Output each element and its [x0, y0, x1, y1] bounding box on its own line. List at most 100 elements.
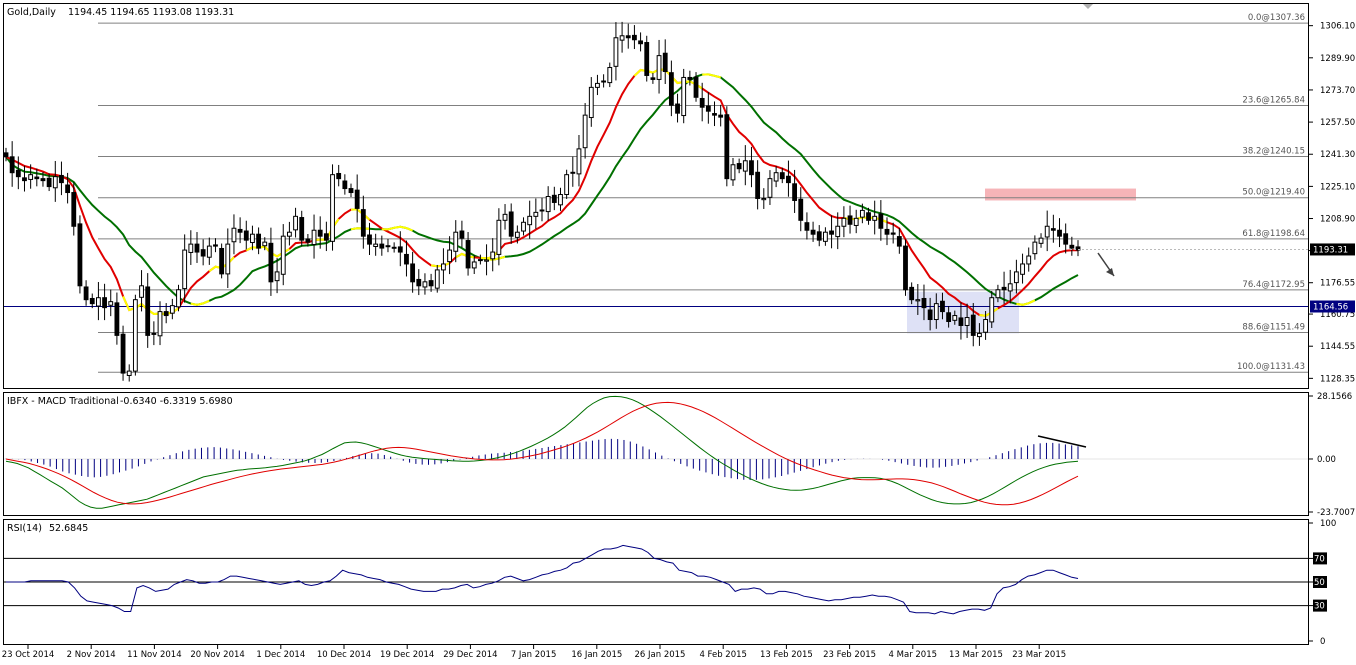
- candle-bear: [940, 300, 945, 313]
- fib-label: 0.0@1307.36: [1248, 13, 1305, 23]
- candle-bear: [342, 180, 348, 190]
- candle-bull: [502, 213, 508, 221]
- candle-bear: [662, 52, 668, 72]
- candle-bear: [878, 213, 884, 229]
- time-tick-label: 26 Jan 2015: [635, 650, 686, 660]
- price-tick-label: 1257.50: [1320, 118, 1355, 128]
- time-tick-label: 1 Dec 2014: [256, 650, 305, 660]
- candle-bear: [71, 192, 77, 227]
- candle-bull: [983, 319, 988, 333]
- ma-fast-turn-highlight: [270, 248, 290, 258]
- candle-bear: [256, 233, 262, 249]
- time-tick-label: 13 Feb 2015: [760, 650, 813, 660]
- ma-slow-turn-highlight: [190, 299, 210, 306]
- ma-fast-turn-highlight: [350, 208, 371, 221]
- candle-bear: [163, 311, 169, 317]
- fib-label: 61.8@1198.64: [1242, 229, 1305, 239]
- candle-bear: [958, 317, 964, 326]
- candle-bear: [299, 217, 305, 241]
- candle-bear: [397, 246, 403, 253]
- current-price-badge: [1310, 243, 1355, 256]
- candle-bear: [668, 72, 674, 106]
- candle-bear: [348, 188, 354, 194]
- candle-bear: [9, 156, 15, 174]
- candle-bear: [712, 113, 717, 116]
- candle-bear: [798, 198, 804, 221]
- candle-bear: [77, 223, 83, 287]
- ma-fast-turn-highlight: [480, 249, 500, 260]
- candle-bull: [280, 235, 286, 275]
- macd-tick-label: 0.00: [1317, 455, 1336, 465]
- candle-bear: [317, 229, 323, 237]
- candle-bear: [40, 178, 46, 182]
- ma-fast-turn-highlight: [159, 307, 180, 316]
- candle-bear: [194, 243, 200, 253]
- candle-bull: [761, 197, 767, 201]
- candle-bear: [243, 230, 249, 241]
- candle-bear: [792, 183, 798, 201]
- candle-bear: [508, 211, 514, 237]
- candle-bear: [213, 244, 218, 247]
- ma-fast-turn-highlight: [320, 218, 340, 241]
- candle-bull: [274, 271, 280, 282]
- candle-bull: [176, 289, 181, 308]
- candle-bear: [477, 259, 483, 262]
- candle-bull: [330, 174, 335, 242]
- candle-bull: [619, 35, 625, 41]
- candle-bull: [311, 229, 317, 246]
- macd-signal-line: [5, 401, 1079, 506]
- scroll-marker-icon[interactable]: [1083, 4, 1093, 9]
- candle-bear: [921, 297, 927, 309]
- fib-label: 50.0@1219.40: [1242, 188, 1305, 198]
- ma-slow-turn-highlight: [393, 225, 413, 232]
- candle-bull: [613, 37, 619, 67]
- time-tick-label: 19 Dec 2014: [380, 650, 434, 660]
- rsi-tick-label: 30: [1314, 602, 1325, 612]
- rsi-level-badge: [1313, 599, 1327, 612]
- candle-bull: [225, 243, 231, 275]
- time-tick-label: 29 Dec 2014: [443, 650, 497, 660]
- rsi-tick-label: 100: [1320, 519, 1336, 529]
- time-tick-label: 16 Jan 2015: [571, 650, 622, 660]
- candle-bear: [145, 286, 151, 336]
- candle-bull: [182, 249, 188, 290]
- candle-bear: [200, 249, 206, 257]
- time-tick-label: 7 Jan 2015: [511, 650, 557, 660]
- ma-fast-turn-highlight: [652, 68, 673, 77]
- candle-bull: [484, 259, 489, 262]
- candle-bear: [779, 172, 785, 180]
- candle-bear: [693, 76, 699, 98]
- candle-bear: [601, 80, 607, 83]
- candle-bear: [755, 171, 761, 199]
- candle-bear: [724, 114, 730, 180]
- time-tick-label: 4 Mar 2015: [889, 650, 937, 660]
- candle-bear: [687, 76, 693, 80]
- candle-bear: [638, 40, 643, 45]
- chart-ohlc: 1194.45 1194.65 1193.08 1193.31: [68, 7, 234, 18]
- candle-bull: [853, 217, 859, 226]
- ma-slow-turn-highlight: [702, 73, 721, 79]
- chart-title: Gold,Daily: [7, 7, 56, 18]
- candle-bear: [323, 233, 329, 241]
- candle-bear: [385, 245, 391, 248]
- candle-bear: [644, 42, 650, 76]
- candle-bull: [964, 317, 970, 326]
- candle-bull: [169, 305, 175, 314]
- candle-bull: [607, 67, 613, 84]
- candle-bull: [1026, 255, 1032, 265]
- candle-bear: [903, 245, 908, 291]
- candle-bull: [681, 76, 687, 117]
- ma-fast-turn-highlight: [430, 262, 451, 268]
- candle-bull: [496, 219, 502, 255]
- candle-bear: [459, 230, 465, 239]
- ma-fast-turn-highlight: [122, 295, 143, 312]
- rsi-panel-frame: [3, 519, 1309, 645]
- candle-bull: [514, 231, 520, 238]
- candle-bull: [1032, 241, 1038, 255]
- candle-bull: [441, 263, 446, 271]
- fib-label: 23.6@1265.84: [1242, 96, 1305, 106]
- candle-bull: [262, 241, 268, 247]
- candle-bear: [46, 177, 52, 188]
